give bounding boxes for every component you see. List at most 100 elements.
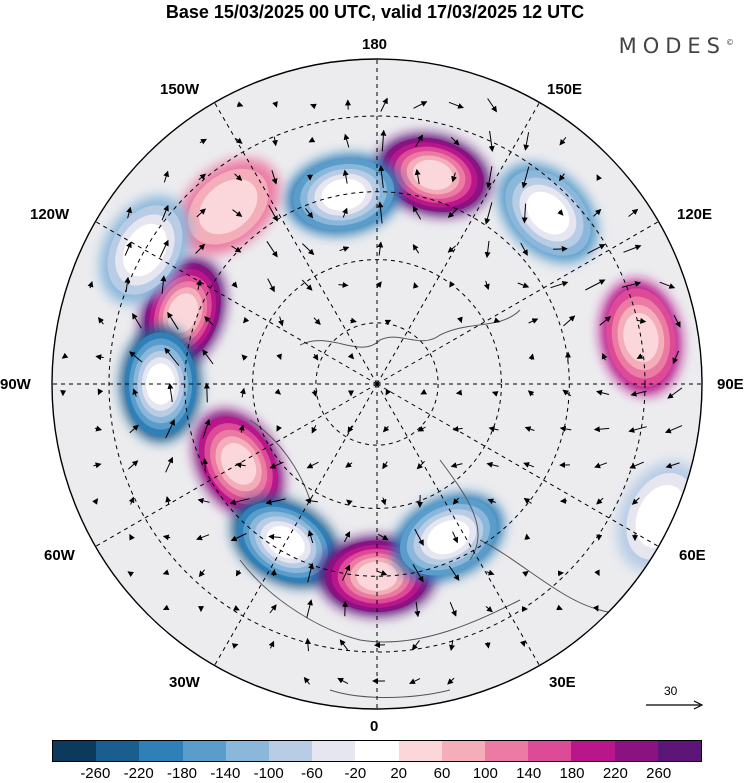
wind-vector [378, 165, 385, 188]
wind-vector [380, 97, 388, 112]
wind-vector [522, 570, 529, 577]
meridian-line [95, 383, 378, 547]
lon-label-150e: 150E [547, 81, 583, 98]
wind-vector [337, 677, 349, 685]
colorbar-tick-label: 140 [516, 765, 542, 782]
wind-vector [484, 642, 491, 649]
wind-vector [528, 318, 539, 324]
wind-vector [265, 498, 286, 505]
wind-vector [267, 278, 275, 293]
wind-vector [486, 166, 493, 189]
wind-vector [132, 388, 139, 397]
wind-vector [276, 353, 282, 361]
wind-vector [449, 602, 457, 617]
colorbar-tick-label: -20 [344, 765, 367, 782]
wind-vector [241, 354, 248, 361]
colorbar-tick-label: 20 [390, 765, 407, 782]
wind-vector [132, 312, 142, 329]
wind-vector [196, 279, 202, 290]
wind-vector [307, 530, 314, 544]
wind-vector [587, 244, 606, 254]
wind-vector [272, 101, 278, 108]
wind-vector [593, 426, 610, 433]
colorbar-swatch [53, 741, 97, 761]
wind-vector [231, 281, 238, 288]
wind-vector [236, 101, 244, 108]
wind-vector [559, 173, 565, 182]
wind-vector [521, 203, 528, 224]
wind-vector [562, 389, 572, 397]
lon-label-60e: 60E [679, 547, 706, 564]
colorbar-tick-label: 180 [559, 765, 585, 782]
wind-vector [278, 316, 284, 327]
lon-label-90e: 90E [717, 376, 744, 393]
wind-vector [266, 241, 278, 258]
colorbar-swatch [269, 741, 313, 761]
wind-vector [268, 204, 278, 222]
wind-vector [417, 425, 426, 432]
wind-vector [385, 388, 392, 396]
wind-vector [97, 388, 104, 396]
meridian-line [376, 383, 659, 547]
colorbar-tick-label: 260 [646, 765, 672, 782]
wind-vector [414, 601, 421, 618]
meridian-line [376, 383, 540, 666]
colorbar-tick-label: -180 [166, 765, 198, 782]
wind-vector [519, 640, 526, 647]
wind-vector [596, 534, 603, 541]
anomaly-contour-level [623, 312, 659, 363]
wind-vector [451, 172, 457, 183]
wind-vector [162, 534, 171, 541]
wind-vector [599, 316, 612, 326]
lon-label-60w: 60W [44, 547, 75, 564]
wind-vector [128, 496, 135, 505]
wind-vector [593, 605, 599, 612]
wind-vector [413, 101, 428, 109]
wind-vector [199, 138, 207, 145]
colorbar-tick-label: 220 [602, 765, 628, 782]
colorbar-swatch [96, 741, 140, 761]
wind-vector [268, 640, 275, 649]
wind-vector [636, 317, 647, 324]
wind-vector [195, 243, 206, 254]
wind-vector [596, 497, 604, 505]
wind-vector [524, 426, 535, 432]
colorbar-tick-label: -140 [210, 765, 241, 782]
lon-label-150w: 150W [160, 81, 200, 98]
wind-vector [487, 98, 497, 113]
colorbar-tick-label: 60 [433, 765, 451, 782]
wind-vector [483, 280, 490, 291]
wind-vector [594, 569, 600, 577]
wind-vector [274, 388, 282, 395]
wind-vector [520, 242, 528, 256]
wind-vector [87, 280, 94, 289]
wind-vector [342, 207, 348, 218]
wind-vector [307, 562, 314, 583]
lon-label-120e: 120E [677, 206, 713, 223]
wind-vector [375, 281, 382, 289]
wind-vector [167, 311, 179, 330]
wind-vector [235, 569, 242, 577]
wind-vector [665, 462, 680, 469]
wind-vector [596, 389, 610, 396]
wind-vector [271, 136, 278, 147]
wind-vector [484, 240, 491, 259]
wind-vector [448, 565, 460, 581]
colorbar-tick-label: -100 [253, 765, 284, 782]
reference-vector-arrow [646, 700, 704, 710]
wind-vector [165, 496, 172, 506]
wind-vector [377, 533, 389, 541]
wind-vector [621, 281, 642, 288]
colorbar-swatch [614, 741, 658, 761]
wind-vector [304, 637, 311, 652]
wind-vector [382, 461, 389, 470]
wind-vector [198, 173, 207, 181]
wind-vector [523, 462, 535, 468]
lon-label-30e: 30E [549, 674, 576, 691]
wind-vector [301, 279, 313, 291]
wind-vector [196, 208, 206, 218]
wind-vector [673, 314, 681, 328]
wind-vector [129, 424, 139, 434]
wind-vector [129, 351, 143, 363]
wind-vector [167, 382, 174, 403]
